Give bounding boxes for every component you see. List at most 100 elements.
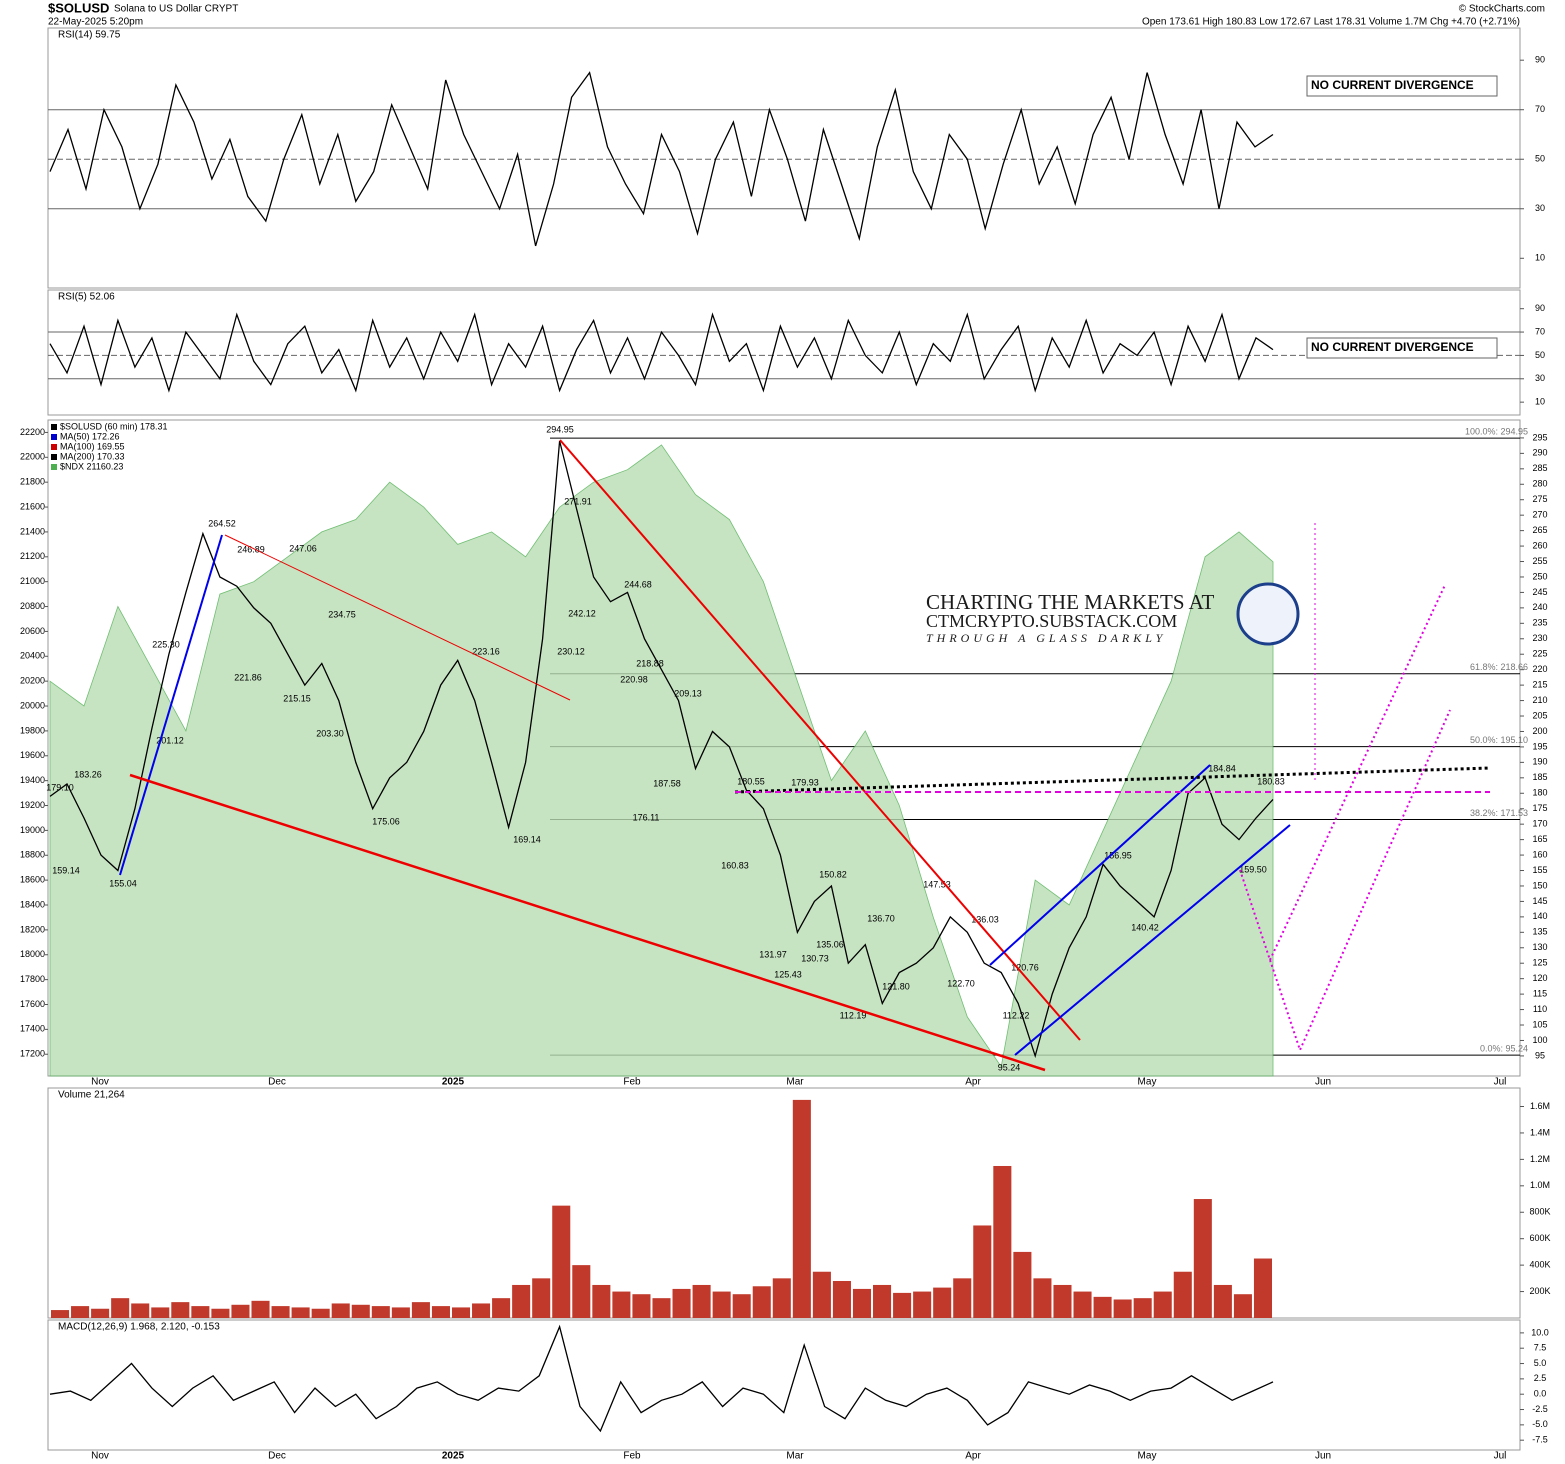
bar — [1193, 1199, 1212, 1318]
bar — [933, 1287, 952, 1318]
y-tick-label: 10 — [1535, 253, 1545, 263]
y-tick-label: 10 — [1535, 397, 1545, 407]
y-tick-label: 95 — [1535, 1050, 1545, 1060]
y-tick-label: 205 — [1532, 710, 1547, 720]
y-tick-label: 30 — [1535, 373, 1545, 383]
y-tick-label: 90 — [1535, 55, 1545, 65]
y-tick-label: 230 — [1532, 633, 1547, 643]
price-label: 242.12 — [568, 608, 596, 618]
fib-label: 0.0%: 95.24 — [1480, 1044, 1528, 1054]
price-label: 183.26 — [74, 769, 102, 779]
legend-swatch — [51, 434, 57, 440]
quote: Open 173.61 High 180.83 Low 172.67 Last … — [1142, 17, 1520, 28]
y-tick-label: 210 — [1532, 695, 1547, 705]
bar — [873, 1284, 892, 1318]
price-label: 218.88 — [636, 658, 664, 668]
y-tick-label: 165 — [1532, 834, 1547, 844]
y-tick-label: 5.0 — [1534, 1358, 1547, 1368]
price-label: 221.86 — [234, 672, 262, 682]
y-tick-label: 2.5 — [1534, 1373, 1547, 1383]
price-label: 187.58 — [653, 778, 681, 788]
price-label: 136.03 — [971, 914, 999, 924]
y2-tick-label: 18600 — [20, 875, 45, 885]
x-tick-label: Apr — [965, 1451, 981, 1462]
y-tick-label: 215 — [1532, 679, 1547, 689]
y-tick-label: 1.4M — [1530, 1127, 1550, 1137]
x-tick-label: Jul — [1494, 1451, 1507, 1462]
annotation-box — [1306, 337, 1498, 359]
x-tick-label: Nov — [91, 1451, 109, 1462]
panel-title: MACD(12,26,9) 1.968, 2.120, -0.153 — [58, 1322, 220, 1333]
x-tick-label: Feb — [623, 1451, 641, 1462]
bar — [391, 1307, 410, 1318]
y-tick-label: 255 — [1532, 556, 1547, 566]
price-label: 203.30 — [316, 728, 344, 738]
x-tick-label: May — [1138, 1451, 1157, 1462]
symbol: $SOLUSD — [48, 0, 109, 15]
y-tick-label: 125 — [1532, 958, 1547, 968]
y-tick-label: 105 — [1532, 1019, 1547, 1029]
y-tick-label: 235 — [1532, 618, 1547, 628]
y2-tick-label: 19400 — [20, 775, 45, 785]
bar — [171, 1302, 190, 1318]
watermark: THROUGH A GLASS DARKLY — [926, 631, 1166, 645]
price-label: 155.04 — [109, 878, 137, 888]
y-tick-label: 150 — [1532, 880, 1547, 890]
legend-item: $NDX 21160.23 — [60, 461, 123, 471]
bar — [973, 1225, 992, 1318]
y-tick-label: 115 — [1533, 988, 1547, 998]
y2-tick-label: 17200 — [20, 1049, 45, 1059]
bar — [632, 1294, 651, 1318]
x-tick-label: Dec — [268, 1451, 286, 1462]
x-tick-label: May — [1138, 1077, 1157, 1088]
bar — [251, 1300, 270, 1318]
y-tick-label: 265 — [1532, 525, 1547, 535]
price-label: 120.76 — [1011, 962, 1039, 972]
y2-tick-label: 19000 — [20, 825, 45, 835]
price-label: 130.73 — [801, 953, 829, 963]
bar — [792, 1099, 811, 1318]
bar — [1233, 1294, 1252, 1318]
panel — [47, 1319, 1521, 1451]
y-tick-label: 100 — [1532, 1035, 1547, 1045]
y2-tick-label: 20200 — [20, 676, 45, 686]
y-tick-label: 600K — [1529, 1233, 1550, 1243]
area — [49, 444, 1274, 1077]
y2-tick-label: 18800 — [20, 850, 45, 860]
price-label: 209.13 — [674, 688, 702, 698]
fib-label: 38.2%: 171.53 — [1470, 808, 1528, 818]
y-tick-label: 800K — [1529, 1207, 1550, 1217]
y-tick-label: 225 — [1532, 649, 1547, 659]
bar — [111, 1298, 130, 1318]
trend-line — [129, 773, 1046, 1072]
price-label: 95.24 — [998, 1062, 1021, 1072]
bar — [732, 1294, 751, 1318]
annotation-box — [1306, 75, 1498, 97]
price-label: 159.14 — [52, 865, 80, 875]
price-label: 246.89 — [237, 544, 265, 554]
trend-lines — [119, 439, 1491, 1072]
y2-tick-label: 18000 — [20, 949, 45, 959]
annotation: NO CURRENT DIVERGENCE — [1311, 78, 1474, 92]
legend-item: MA(100) 169.55 — [60, 441, 125, 451]
projection — [1269, 584, 1446, 961]
price-label: 247.06 — [289, 543, 317, 553]
line — [49, 312, 1274, 393]
price-label: 244.68 — [624, 579, 652, 589]
y-tick-label: 70 — [1535, 104, 1545, 114]
price-label: 176.11 — [633, 812, 660, 822]
price-label: 180.55 — [737, 776, 765, 786]
bar — [492, 1298, 511, 1318]
y2-tick-label: 17600 — [20, 999, 45, 1009]
legend-item: $SOLUSD (60 min) 178.31 — [60, 421, 168, 431]
y2-tick-label: 20000 — [20, 700, 45, 710]
y-tick-label: 200K — [1529, 1286, 1550, 1296]
bar — [612, 1291, 631, 1318]
y2-tick-label: 21000 — [20, 576, 45, 586]
panel-title: RSI(5) 52.06 — [58, 292, 115, 303]
price-label: 230.12 — [557, 646, 585, 656]
y2-tick-label: 22000 — [20, 452, 45, 462]
y2-tick-label: 21400 — [20, 526, 45, 536]
trend-line — [119, 534, 223, 876]
bar — [1033, 1278, 1052, 1318]
